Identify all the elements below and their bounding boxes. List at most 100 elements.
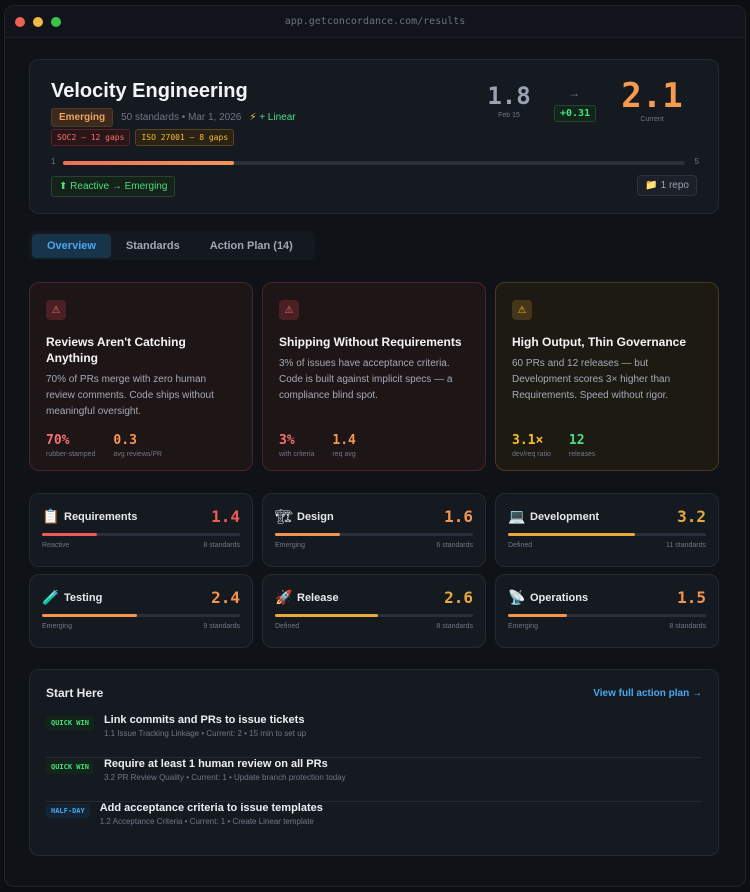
repo-button[interactable]: 📁 1 repo (637, 175, 697, 196)
category-score: 2.4 (211, 588, 240, 607)
category-progress-track (508, 614, 706, 617)
category-standards-count: 11 standards (666, 542, 706, 549)
tab-action-plan[interactable]: Action Plan (14) (209, 239, 293, 252)
category-name: Operations (530, 591, 589, 604)
category-level: Reactive (42, 542, 70, 549)
category-progress-track (508, 533, 706, 536)
minimize-window-button[interactable] (33, 16, 43, 27)
category-card-release[interactable]: 🚀 Release 2.6 Defined 8 standards (262, 574, 486, 648)
warning-icon: ⚠ (512, 300, 532, 320)
category-level: Defined (275, 623, 300, 630)
action-subtitle: 1.2 Acceptance Criteria • Current: 1 • C… (99, 817, 314, 826)
previous-score-value: 1.8 (487, 82, 531, 110)
rocket-icon: 🚀 (275, 589, 293, 605)
category-name: Release (297, 591, 339, 604)
view-action-plan-link[interactable]: View full action plan → (593, 688, 702, 699)
clipboard-icon: 📋 (42, 508, 60, 524)
action-item[interactable]: QUICK WIN Require at least 1 human revie… (46, 758, 702, 802)
team-meta: Emerging 50 standards • Mar 1, 2026 ⚡ + … (51, 108, 296, 127)
laptop-icon: 💻 (508, 508, 526, 524)
current-score-label: Current (640, 116, 664, 123)
repo-label: 1 repo (660, 180, 689, 191)
category-name: Development (530, 510, 600, 523)
insight-title: Shipping Without Requirements (279, 335, 462, 349)
insight-card: ⚠ Reviews Aren't Catching Anything 70% o… (29, 282, 253, 471)
stat-label: releases (568, 451, 596, 458)
category-progress-fill (508, 533, 635, 536)
insight-body: 70% of PRs merge with zero human review … (46, 374, 214, 417)
score-delta: +0.31 (554, 105, 597, 122)
close-window-button[interactable] (15, 16, 25, 27)
stat-label: req avg (332, 451, 356, 458)
category-progress-track (42, 614, 240, 617)
team-name: Velocity Engineering (51, 80, 248, 102)
title-bar: app.getconcordance.com/results (5, 6, 745, 38)
progress-track (63, 161, 685, 165)
category-progress-track (42, 533, 240, 536)
crane-icon: 🏗 (275, 508, 293, 524)
category-standards-count: 6 standards (436, 542, 473, 549)
category-standards-count: 8 standards (436, 623, 473, 630)
progress-min-label: 1 (51, 157, 56, 166)
insight-card: ⚠ Shipping Without Requirements 3% of is… (262, 282, 486, 471)
insight-body: 3% of issues have acceptance criteria. C… (279, 358, 453, 401)
category-level: Emerging (508, 623, 538, 630)
satellite-icon: 📡 (508, 589, 526, 605)
stat-label: avg reviews/PR (113, 451, 163, 458)
previous-score-date: Feb 15 (498, 112, 520, 119)
category-standards-count: 8 standards (669, 623, 706, 630)
stat-value: 0.3 (113, 433, 137, 448)
action-tag: HALF-DAY (46, 804, 90, 818)
folder-icon: 📁 (645, 180, 658, 191)
category-card-design[interactable]: 🏗 Design 1.6 Emerging 6 standards (262, 493, 486, 567)
transition-badge: ⬆ Reactive → Emerging (51, 176, 176, 197)
stat-value: 1.4 (332, 433, 356, 448)
category-name: Design (297, 510, 334, 523)
stat-value: 3.1× (512, 433, 544, 448)
action-item[interactable]: QUICK WIN Link commits and PRs to issue … (46, 714, 702, 758)
category-score: 2.6 (444, 588, 473, 607)
start-here-title: Start Here (46, 686, 104, 700)
category-progress-fill (42, 533, 98, 536)
category-name: Testing (64, 591, 103, 604)
warning-icon: ⚠ (46, 300, 66, 320)
category-card-testing[interactable]: 🧪 Testing 2.4 Emerging 9 standards (29, 574, 253, 648)
category-level: Emerging (42, 623, 72, 630)
category-score: 1.6 (444, 507, 473, 526)
category-progress-fill (508, 614, 568, 617)
tab-overview[interactable]: Overview (32, 233, 111, 258)
stat-value: 70% (46, 433, 70, 448)
category-card-development[interactable]: 💻 Development 3.2 Defined 11 standards (495, 493, 719, 567)
category-progress-fill (275, 614, 378, 617)
action-title: Require at least 1 human review on all P… (103, 758, 328, 770)
integration-label: + Linear (259, 112, 296, 123)
test-tube-icon: 🧪 (42, 589, 60, 605)
action-title: Add acceptance criteria to issue templat… (99, 802, 323, 814)
maturity-badge: Emerging (51, 108, 114, 127)
iso27001-gap-tag[interactable]: ISO 27001 — 8 gaps (135, 129, 235, 146)
insight-title: Reviews Aren't Catching Anything (46, 335, 186, 365)
action-item[interactable]: HALF-DAY Add acceptance criteria to issu… (46, 802, 702, 846)
compliance-gaps: SOC2 — 12 gaps ISO 27001 — 8 gaps (51, 129, 235, 146)
progress-max-label: 5 (694, 157, 699, 166)
category-level: Emerging (275, 542, 305, 549)
tab-standards[interactable]: Standards (125, 239, 180, 252)
current-score-value: 2.1 (621, 76, 683, 116)
soc2-gap-tag[interactable]: SOC2 — 12 gaps (51, 129, 131, 146)
maturity-progress: 1 5 (51, 157, 699, 169)
stat-label: rubber-stamped (46, 451, 96, 458)
meta-text: 50 standards • Mar 1, 2026 (121, 112, 242, 123)
category-card-requirements[interactable]: 📋 Requirements 1.4 Reactive 8 standards (29, 493, 253, 567)
current-score: 2.1 Current (619, 76, 685, 123)
address-bar[interactable]: app.getconcordance.com/results (284, 16, 466, 27)
maximize-window-button[interactable] (51, 16, 61, 27)
category-progress-fill (275, 533, 341, 536)
category-name: Requirements (64, 510, 138, 523)
action-tag: QUICK WIN (46, 716, 94, 730)
category-card-operations[interactable]: 📡 Operations 1.5 Emerging 8 standards (495, 574, 719, 648)
stat-label: dev/req ratio (512, 451, 551, 458)
stat-label: with criteria (279, 451, 315, 458)
stat-value: 12 (568, 433, 585, 448)
category-standards-count: 8 standards (203, 542, 240, 549)
insight-title: High Output, Thin Governance (512, 335, 686, 349)
